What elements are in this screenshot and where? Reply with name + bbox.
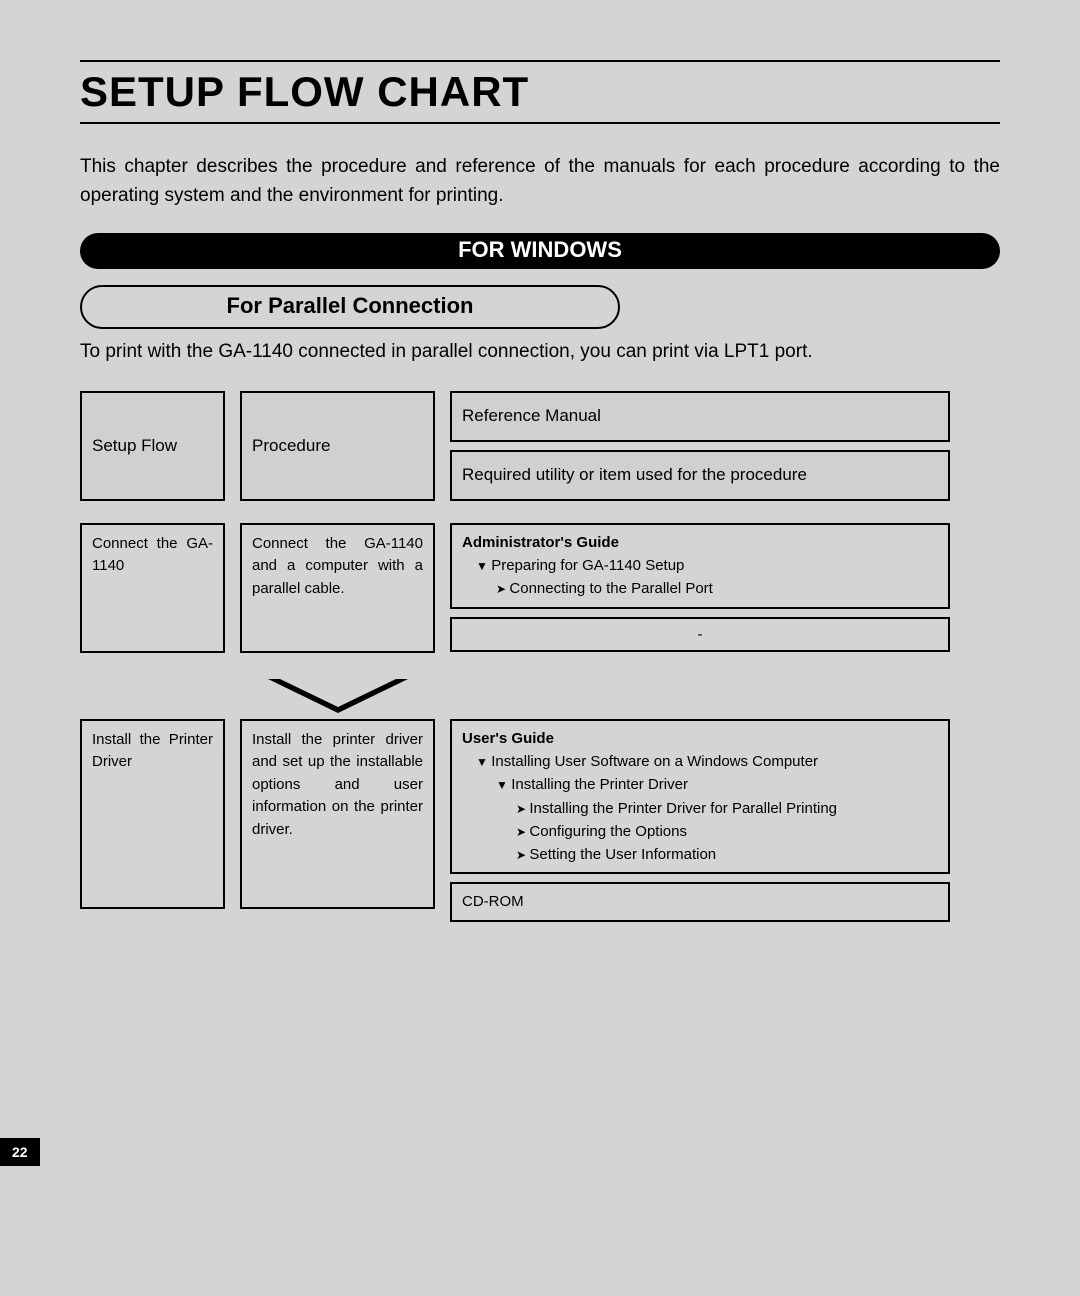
table-row: Connect the GA-1140 Connect the GA-1140 … bbox=[80, 523, 1000, 653]
utility-box: - bbox=[450, 617, 950, 652]
section-windows-pill: FOR WINDOWS bbox=[80, 233, 1000, 269]
title-rule-bottom bbox=[80, 122, 1000, 124]
header-setup-flow: Setup Flow bbox=[80, 391, 225, 501]
header-required-utility: Required utility or item used for the pr… bbox=[450, 450, 950, 501]
cell-procedure: Connect the GA-1140 and a computer with … bbox=[240, 523, 435, 653]
flow-arrow bbox=[240, 679, 435, 715]
document-page: SETUP FLOW CHART This chapter describes … bbox=[0, 0, 1080, 1296]
reference-manual-box: Administrator's Guide Preparing for GA-1… bbox=[450, 523, 950, 609]
page-number: 22 bbox=[0, 1138, 40, 1166]
header-reference-manual: Reference Manual bbox=[450, 391, 950, 442]
reference-item: Installing User Software on a Windows Co… bbox=[462, 750, 938, 773]
reference-item: Installing the Printer Driver for Parall… bbox=[462, 797, 938, 820]
cell-setup-flow: Install the Printer Driver bbox=[80, 719, 225, 909]
utility-box: CD-ROM bbox=[450, 882, 950, 921]
reference-item: Configuring the Options bbox=[462, 820, 938, 843]
header-reference-stack: Reference Manual Required utility or ite… bbox=[450, 391, 950, 501]
guide-title: Administrator's Guide bbox=[462, 531, 938, 554]
reference-item: Installing the Printer Driver bbox=[462, 773, 938, 796]
reference-item: Preparing for GA-1140 Setup bbox=[462, 554, 938, 577]
section-subtext: To print with the GA-1140 connected in p… bbox=[80, 341, 1000, 363]
cell-reference-col: Administrator's Guide Preparing for GA-1… bbox=[450, 523, 950, 653]
cell-procedure: Install the printer driver and set up th… bbox=[240, 719, 435, 909]
reference-item: Connecting to the Parallel Port bbox=[462, 577, 938, 600]
reference-manual-box: User's Guide Installing User Software on… bbox=[450, 719, 950, 875]
page-title: SETUP FLOW CHART bbox=[80, 66, 1000, 122]
arrow-row bbox=[80, 681, 1000, 715]
chevron-down-icon bbox=[268, 679, 408, 715]
intro-paragraph: This chapter describes the procedure and… bbox=[80, 152, 1000, 211]
table-row: Install the Printer Driver Install the p… bbox=[80, 719, 1000, 922]
cell-setup-flow: Connect the GA-1140 bbox=[80, 523, 225, 653]
title-rule-top bbox=[80, 60, 1000, 62]
reference-item: Setting the User Information bbox=[462, 843, 938, 866]
header-procedure: Procedure bbox=[240, 391, 435, 501]
section-parallel-pill: For Parallel Connection bbox=[80, 285, 620, 329]
table-header-row: Setup Flow Procedure Reference Manual Re… bbox=[80, 391, 1000, 501]
cell-reference-col: User's Guide Installing User Software on… bbox=[450, 719, 950, 922]
guide-title: User's Guide bbox=[462, 727, 938, 750]
